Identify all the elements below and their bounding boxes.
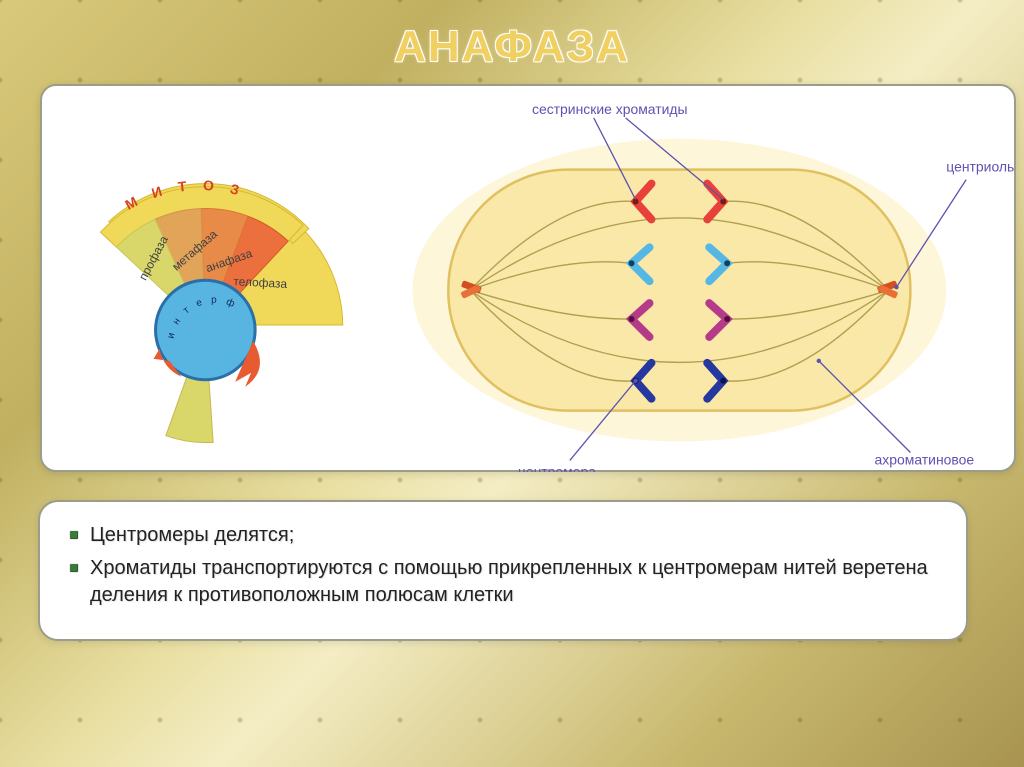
label-sister-chromatids: сестринские хроматиды <box>532 101 688 117</box>
cell-diagram: сестринские хроматиды центриоль центроме… <box>412 101 1014 473</box>
diagram-panel: профаза метафаза анафаза телофаза М И Т … <box>40 84 1016 472</box>
diagram-svg: профаза метафаза анафаза телофаза М И Т … <box>42 86 1014 472</box>
label-centromere: центромера <box>518 463 596 472</box>
label-achromatic-2: веретено <box>875 467 935 472</box>
bullet-list: Центромеры делятся; Хроматиды транспорти… <box>68 522 938 609</box>
label-achromatic-1: ахроматиновое <box>875 451 975 467</box>
slide-title: АНАФАЗА <box>0 22 1024 72</box>
text-panel: Центромеры делятся; Хроматиды транспорти… <box>38 500 968 641</box>
bullet-item: Центромеры делятся; <box>68 522 938 549</box>
cycle-fan: профаза метафаза анафаза телофаза М И Т … <box>82 118 343 463</box>
bullet-item: Хроматиды транспортируются с помощью при… <box>68 555 938 609</box>
label-centriole: центриоль <box>946 159 1014 175</box>
fan-label-telophase: телофаза <box>233 274 288 291</box>
